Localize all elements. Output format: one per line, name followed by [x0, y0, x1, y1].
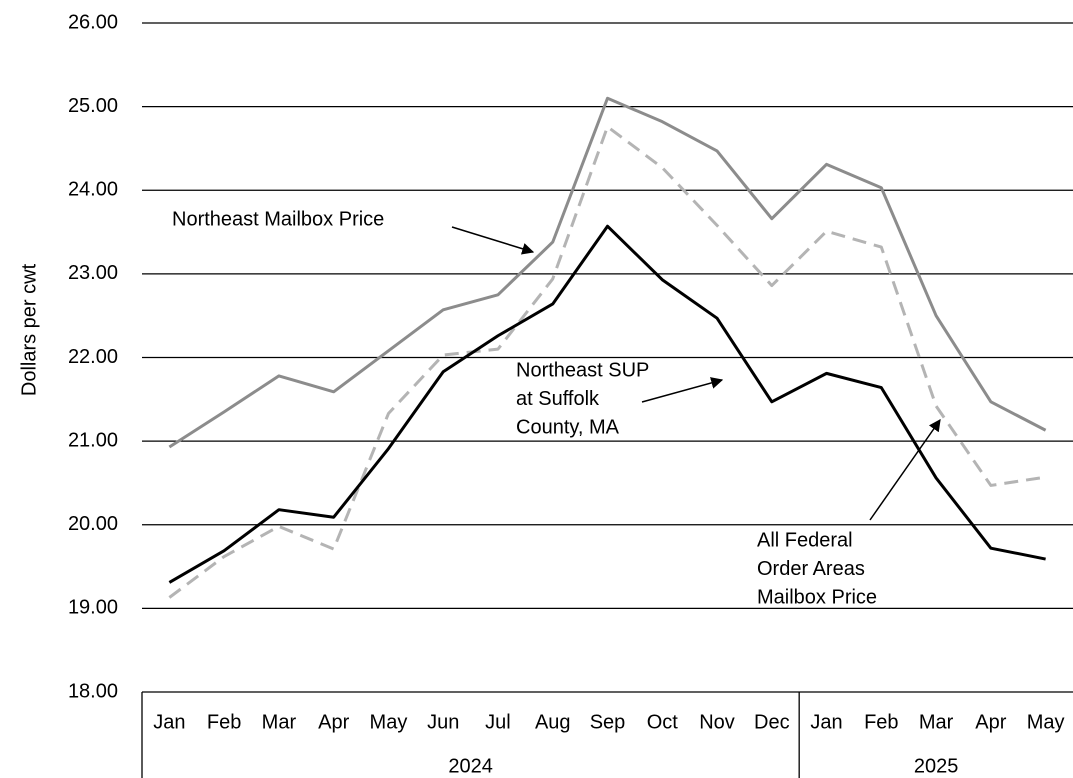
x-tick-label: May	[1027, 711, 1065, 733]
x-tick-label: Jun	[427, 711, 459, 733]
series-annotation: at Suffolk	[516, 388, 600, 410]
x-group-label: 2025	[914, 755, 959, 777]
x-tick-label: Oct	[647, 711, 679, 733]
y-tick-label: 20.00	[68, 513, 118, 535]
x-tick-label: Nov	[699, 711, 735, 733]
y-axis-label: Dollars per cwt	[18, 263, 40, 396]
series-annotation: All Federal	[757, 529, 853, 551]
x-tick-label: Feb	[864, 711, 898, 733]
annotation-arrow	[451, 226, 535, 255]
series-annotation: Mailbox Price	[757, 586, 877, 608]
series-line	[168, 96, 1047, 449]
y-tick-label: 26.00	[68, 11, 118, 33]
y-tick-label: 19.00	[68, 597, 118, 619]
x-tick-label: Feb	[207, 711, 241, 733]
x-tick-label: Dec	[754, 711, 790, 733]
y-tick-label: 22.00	[68, 346, 118, 368]
series-line	[168, 224, 1046, 584]
series-annotation: Order Areas	[757, 558, 865, 580]
annotation-arrow	[869, 419, 941, 521]
x-tick-label: Apr	[975, 711, 1006, 733]
series-annotation: Northeast Mailbox Price	[172, 208, 384, 230]
x-group-label: 2024	[448, 755, 493, 777]
x-tick-label: Mar	[262, 711, 297, 733]
x-tick-label: May	[370, 711, 408, 733]
y-tick-label: 24.00	[68, 179, 118, 201]
x-tick-label: Apr	[318, 711, 349, 733]
x-tick-label: Mar	[919, 711, 954, 733]
x-tick-label: Aug	[535, 711, 571, 733]
series-annotation: Northeast SUP	[516, 359, 649, 381]
x-tick-label: Sep	[590, 711, 626, 733]
y-tick-label: 25.00	[68, 95, 118, 117]
x-tick-label: Jan	[810, 711, 842, 733]
x-tick-label: Jul	[485, 711, 511, 733]
y-tick-label: 18.00	[68, 680, 118, 702]
y-tick-label: 21.00	[68, 429, 118, 451]
x-tick-label: Jan	[153, 711, 185, 733]
y-tick-label: 23.00	[68, 262, 118, 284]
series-annotation: County, MA	[516, 416, 620, 438]
annotation-arrow	[641, 377, 724, 403]
